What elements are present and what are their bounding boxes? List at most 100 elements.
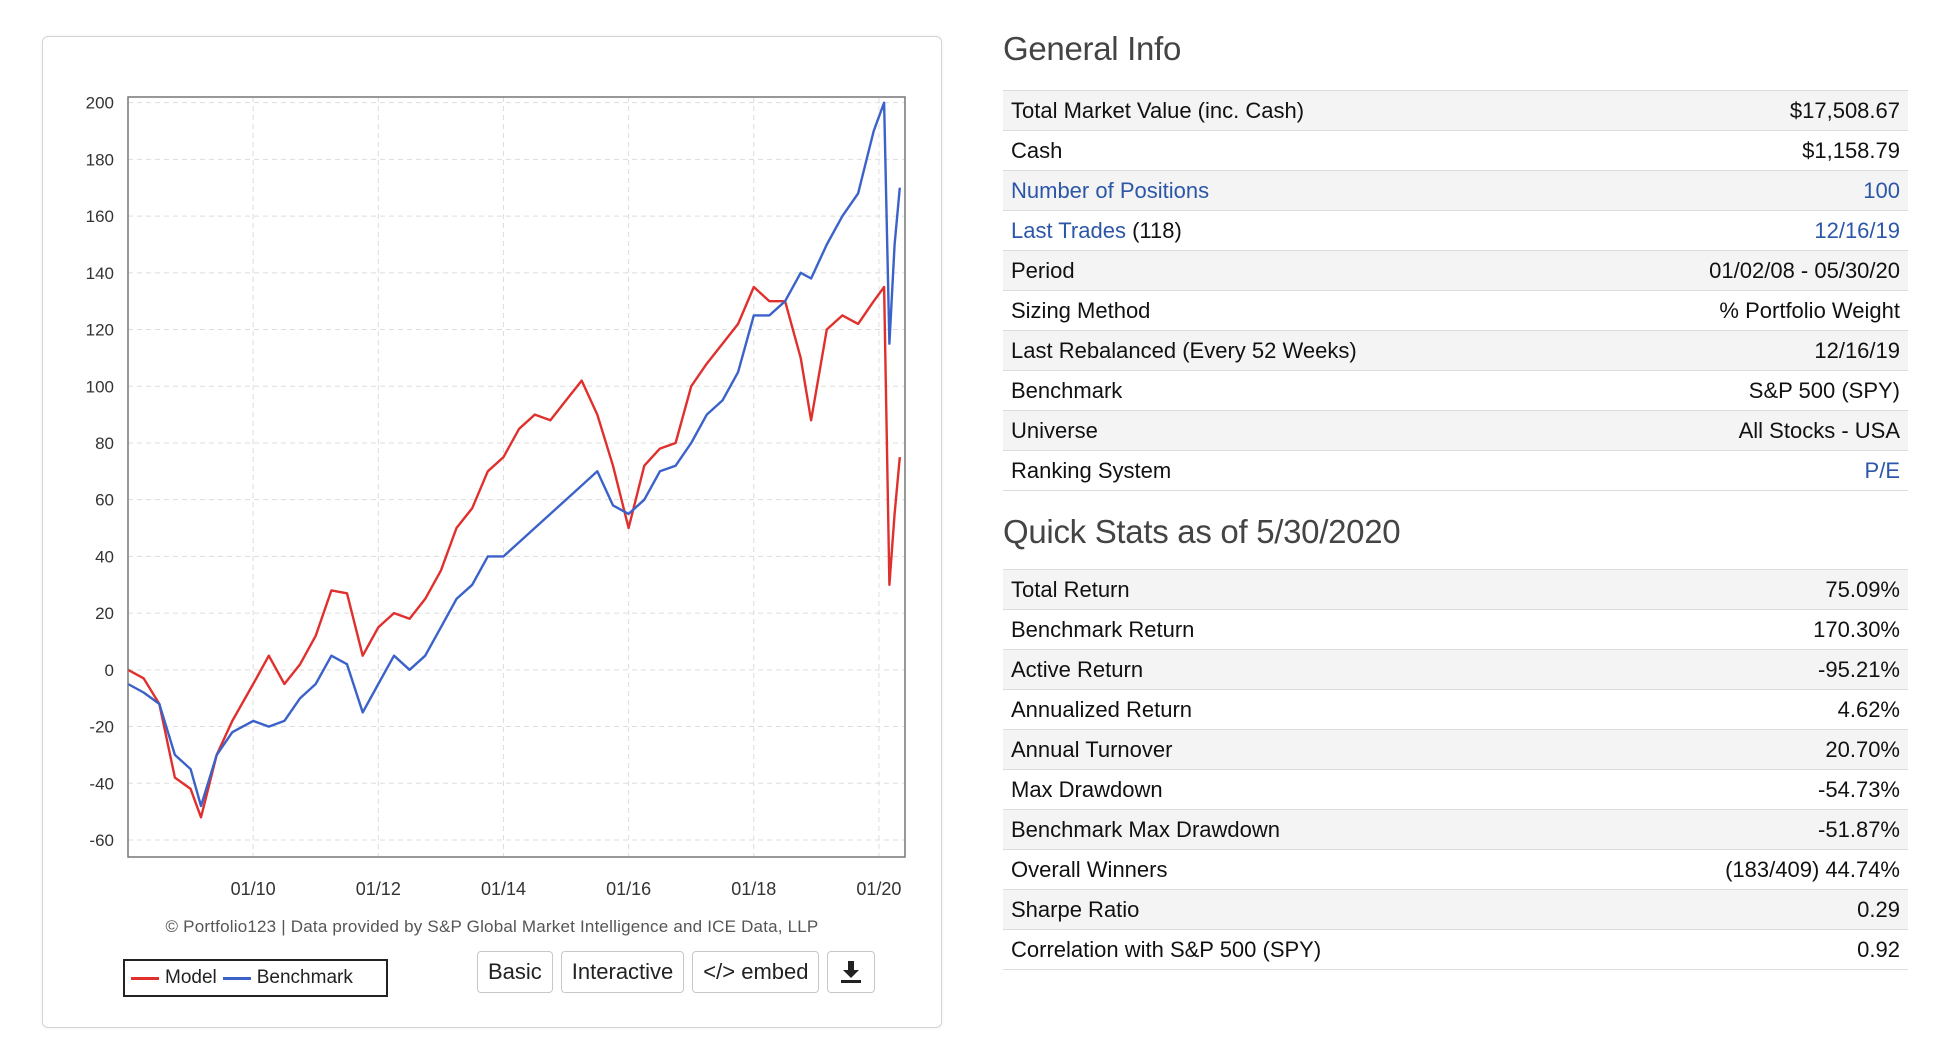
quick-stats-title: Quick Stats as of 5/30/2020	[1003, 513, 1401, 550]
table-row: Benchmark Max Drawdown -51.87%	[1003, 809, 1908, 850]
y-tick-label: 100	[86, 377, 114, 396]
row-value: All Stocks - USA	[1578, 410, 1908, 451]
series-line-benchmark	[127, 101, 901, 808]
legend-benchmark-swatch	[222, 976, 251, 980]
table-row: Max Drawdown -54.73%	[1003, 769, 1908, 810]
table-row: Cash $1,158.79	[1003, 130, 1908, 171]
y-tick-label: -60	[89, 831, 114, 850]
table-row: Last Rebalanced (Every 52 Weeks) 12/16/1…	[1003, 330, 1908, 371]
series-line-model	[127, 285, 901, 819]
general-info-table: Total Market Value (inc. Cash) $17,508.6…	[1003, 90, 1908, 491]
x-tick-label: 01/12	[356, 879, 401, 899]
legend-model-swatch	[131, 976, 159, 980]
row-label: Sharpe Ratio	[1003, 889, 1574, 930]
y-tick-label: 80	[95, 434, 114, 453]
table-row: Active Return -95.21%	[1003, 649, 1908, 690]
table-row: Period 01/02/08 - 05/30/20	[1003, 250, 1908, 291]
row-value: S&P 500 (SPY)	[1578, 370, 1908, 411]
legend-benchmark-label: Benchmark	[256, 967, 353, 988]
row-label: Cash	[1003, 130, 1579, 171]
row-label: Total Market Value (inc. Cash)	[1003, 90, 1579, 131]
download-icon	[841, 961, 862, 983]
y-tick-label: -20	[89, 718, 114, 737]
table-row: Overall Winners (183/409) 44.74%	[1003, 849, 1908, 890]
y-tick-label: 40	[95, 547, 114, 566]
x-tick-label: 01/20	[856, 879, 901, 899]
series	[127, 101, 901, 819]
legend-benchmark: Benchmark	[222, 967, 353, 989]
table-row: Benchmark Return 170.30%	[1003, 609, 1908, 650]
row-label: Annualized Return	[1003, 689, 1574, 730]
x-tick-label: 01/18	[731, 879, 776, 899]
row-label: Sizing Method	[1003, 290, 1579, 331]
ranking-system-link[interactable]: P/E	[1864, 457, 1900, 483]
row-value: -95.21%	[1573, 649, 1908, 690]
row-value: 12/16/19	[1578, 330, 1908, 371]
positions-count-link[interactable]: 100	[1863, 177, 1900, 203]
row-label: Ranking System	[1003, 450, 1579, 491]
number-of-positions-link[interactable]: Number of Positions	[1011, 177, 1210, 203]
y-tick-label: 60	[95, 491, 114, 510]
x-tick-label: 01/16	[606, 879, 651, 899]
basic-button[interactable]: Basic	[477, 951, 553, 993]
table-row: Annualized Return 4.62%	[1003, 689, 1908, 730]
row-label: Universe	[1003, 410, 1579, 451]
embed-button[interactable]: </> embed	[692, 951, 820, 993]
y-tick-label: 20	[95, 604, 114, 623]
y-tick-label: 180	[86, 150, 114, 169]
y-tick-label: 200	[86, 94, 114, 113]
row-label: Benchmark	[1003, 370, 1579, 411]
y-tick-label: 140	[86, 264, 114, 283]
table-row: Correlation with S&P 500 (SPY) 0.92	[1003, 929, 1908, 970]
y-tick-label: 160	[86, 207, 114, 226]
interactive-button[interactable]: Interactive	[560, 951, 685, 993]
legend-model: Model	[131, 967, 217, 989]
row-label: Total Return	[1003, 569, 1574, 610]
table-row: Number of Positions 100	[1003, 170, 1908, 211]
x-tick-label: 01/14	[481, 879, 526, 899]
table-row: Benchmark S&P 500 (SPY)	[1003, 370, 1908, 411]
legend-model-label: Model	[165, 967, 217, 988]
chart-buttons: Basic Interactive </> embed	[477, 951, 876, 993]
x-axis: 01/10 01/12 01/14 01/16 01/18 01/20	[231, 879, 902, 899]
table-row: Sharpe Ratio 0.29	[1003, 889, 1908, 930]
row-label: Overall Winners	[1003, 849, 1574, 890]
row-value: $17,508.67	[1578, 90, 1908, 131]
row-value: -51.87%	[1573, 809, 1908, 850]
y-tick-label: -40	[89, 774, 114, 793]
last-trades-link[interactable]: Last Trades	[1011, 217, 1126, 243]
table-row: Total Market Value (inc. Cash) $17,508.6…	[1003, 90, 1908, 131]
row-label: Benchmark Return	[1003, 609, 1574, 650]
table-row: Annual Turnover 20.70%	[1003, 729, 1908, 770]
download-button[interactable]	[827, 951, 876, 993]
chart-legend: Model Benchmark	[123, 959, 388, 997]
row-value: -54.73%	[1573, 769, 1908, 810]
row-value: 75.09%	[1573, 569, 1908, 610]
x-tick-label: 01/10	[231, 879, 276, 899]
row-label: Last Rebalanced (Every 52 Weeks)	[1003, 330, 1579, 371]
row-value: 170.30%	[1573, 609, 1908, 650]
table-row: Universe All Stocks - USA	[1003, 410, 1908, 451]
row-value: 0.92	[1573, 929, 1908, 970]
last-trades-date-link[interactable]: 12/16/19	[1814, 217, 1900, 243]
row-label: Benchmark Max Drawdown	[1003, 809, 1574, 850]
quick-stats-table: Total Return 75.09% Benchmark Return 170…	[1003, 569, 1908, 970]
chart-panel: 200 180 160 140 120 100 80 60 40 20 0 -20 -40 -60 01/…	[42, 36, 942, 1028]
row-value: % Portfolio Weight	[1578, 290, 1908, 331]
grid	[128, 97, 905, 857]
table-row: Total Return 75.09%	[1003, 569, 1908, 610]
row-value: (183/409) 44.74%	[1573, 849, 1908, 890]
table-row: Ranking System P/E	[1003, 450, 1908, 491]
info-panel: General Info Total Market Value (inc. Ca…	[1003, 30, 1908, 970]
table-row: Last Trades (118) 12/16/19	[1003, 210, 1908, 251]
row-value: $1,158.79	[1578, 130, 1908, 171]
last-trades-count: (118)	[1132, 217, 1182, 243]
row-value: 20.70%	[1573, 729, 1908, 770]
plot-frame	[127, 96, 906, 858]
row-value: 01/02/08 - 05/30/20	[1578, 250, 1908, 291]
y-tick-label: 120	[86, 321, 114, 340]
row-label: Max Drawdown	[1003, 769, 1574, 810]
y-tick-label: 0	[105, 661, 114, 680]
